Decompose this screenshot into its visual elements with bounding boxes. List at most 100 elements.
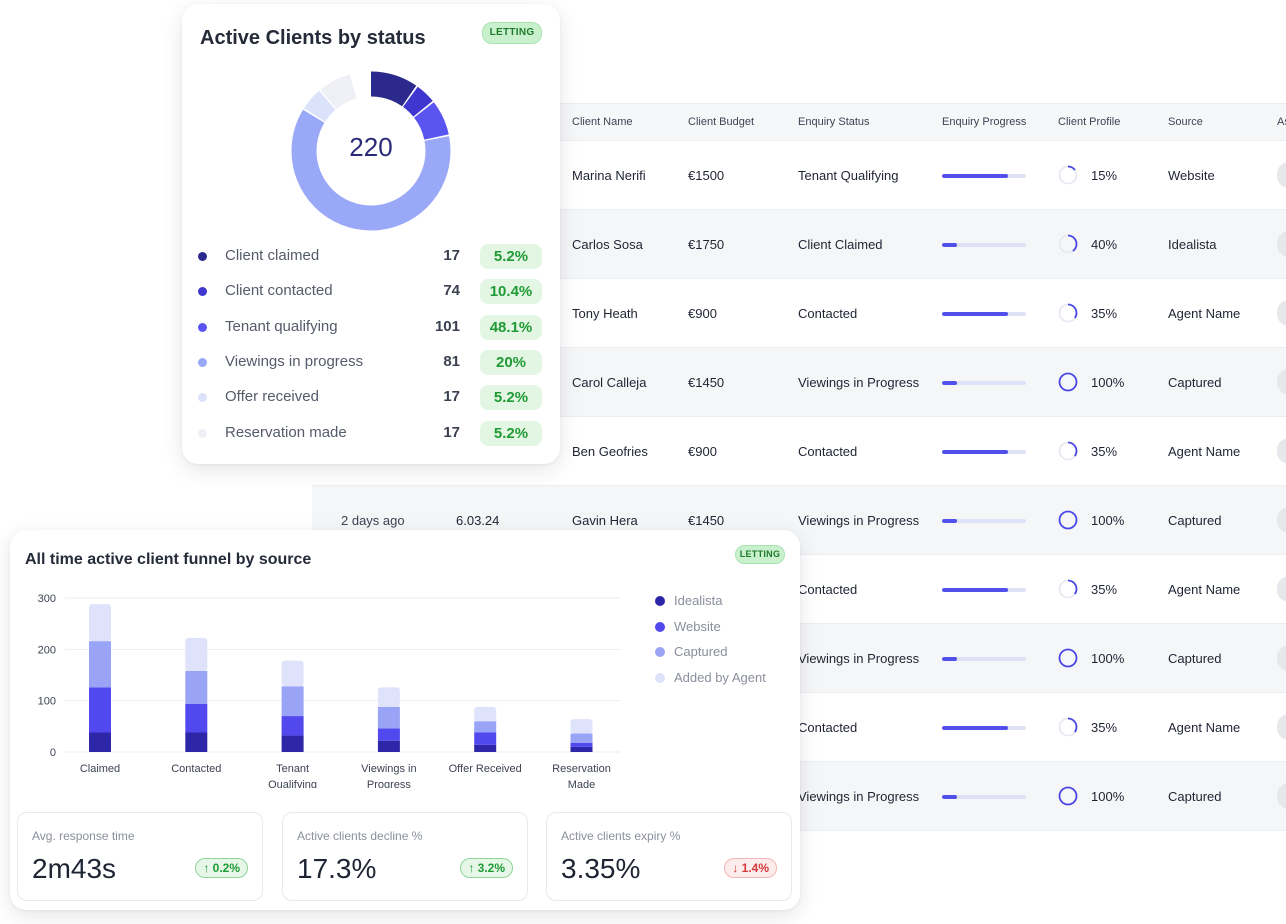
legend-percent-badge: 5.2% [480,420,542,446]
column-header-enquiry-status[interactable]: Enquiry Status [798,116,870,128]
legend-label: Reservation made [225,423,347,441]
legend-dot [655,647,665,657]
status-legend-item: Client contacted 74 10.4% [198,279,544,305]
cell-source: Agent Name [1168,306,1241,321]
bar-segment-added-by-agent [89,604,111,642]
enquiry-progress-bar [942,588,1026,592]
profile-progress-arc [1058,579,1078,599]
bar-segment-captured [281,686,304,717]
bar-segment-added-by-agent [570,719,593,734]
kpi-delta-badge: ↑ 0.2% [195,858,248,878]
profile-progress-arc [1058,717,1078,737]
cell-source: Agent Name [1168,444,1241,459]
cell-enquiry-status: Contacted [798,720,858,735]
bar-segment-captured [570,733,593,743]
assignee-avatar[interactable] [1277,783,1286,809]
progress-fill [942,243,958,247]
assignee-avatar[interactable] [1277,300,1286,326]
column-header-client-budget[interactable]: Client Budget [688,116,755,128]
profile-progress-ring [1058,510,1078,530]
cell-enquiry-status: Viewings in Progress [798,513,920,528]
funnel-legend-item: Captured [655,643,795,663]
progress-fill [942,450,1008,454]
x-tick-label: Progress [367,779,412,788]
x-tick-label: Qualifying [268,779,317,788]
profile-progress-ring [1058,717,1078,737]
column-header-enquiry-progress[interactable]: Enquiry Progress [942,116,1027,128]
table-row[interactable]: Ben Geofries €900 Contacted 35% Agent Name [312,417,1286,486]
column-header-client-name[interactable]: Client Name [572,116,633,128]
card-title: Active Clients by status [200,27,426,49]
column-header-source[interactable]: Source [1168,116,1203,128]
x-tick-label: Tenant [276,763,309,775]
cell-enquiry-status: Client Claimed [798,237,883,252]
cell-source: Captured [1168,651,1222,666]
cell-enquiry-status: Contacted [798,582,858,597]
cell-source: Captured [1168,513,1222,528]
donut-segment-client-claimed [291,71,451,231]
kpi-value: 17.3% [297,853,377,884]
assignee-avatar[interactable] [1277,231,1286,257]
legend-percent-badge: 5.2% [480,385,542,411]
assignee-avatar[interactable] [1277,369,1286,395]
bar-segment-captured [377,706,400,729]
cell-source: Website [1168,168,1215,183]
cell-client-name: Carol Calleja [572,375,647,390]
cell-source: Agent Name [1168,720,1241,735]
cell-client-profile: 35% [1091,720,1118,735]
bar-segment-captured [185,670,208,704]
cell-added: 2 days ago [341,513,405,528]
assignee-avatar[interactable] [1277,576,1286,602]
enquiry-progress-bar [942,519,1026,523]
funnel-bar-chart: 0 100 200 300 Claimed Contacted Tenant Qualifyi… [38,593,620,788]
cell-client-profile: 100% [1091,789,1125,804]
legend-dot [198,287,207,297]
bar-segment-idealista [377,740,400,752]
assignee-avatar[interactable] [1277,645,1286,671]
cell-client-profile: 100% [1091,375,1125,390]
status-legend-item: Client claimed 17 5.2% [198,244,544,270]
assignee-avatar[interactable] [1277,438,1286,464]
profile-progress-arc [1058,303,1078,323]
bar-segment-website [474,732,497,745]
profile-progress-arc [1058,648,1078,668]
profile-progress-arc [1058,234,1078,254]
bar-segment-idealista [89,732,111,752]
profile-progress-ring [1058,234,1078,254]
legend-label: Added by Agent [674,669,766,685]
legend-dot [198,252,207,261]
cell-source: Captured [1168,789,1222,804]
legend-dot [655,672,665,683]
bar-segment-website [185,703,208,733]
card-title: All time active client funnel by source [25,551,312,568]
column-header-assigned[interactable]: As [1277,116,1286,128]
profile-progress-arc [1058,441,1078,461]
profile-progress-ring [1058,786,1078,806]
legend-label: Client contacted [225,282,333,300]
cell-enquiry-status: Contacted [798,306,858,321]
assignee-avatar[interactable] [1277,714,1286,740]
table-row[interactable]: Tony Heath €900 Contacted 35% Agent Name [312,279,1286,348]
bar-segment-idealista [185,732,208,752]
assignee-avatar[interactable] [1277,162,1286,188]
kpi-value: 3.35% [561,853,641,884]
kpi-label: Avg. response time [32,829,135,843]
assignee-avatar[interactable] [1277,507,1286,533]
x-tick-label: Viewings in [361,763,416,775]
table-row[interactable]: Marina Nerifi €1500 Tenant Qualifying 15% We… [312,141,1286,210]
bar-segment-added-by-agent [377,687,400,707]
enquiry-progress-bar [942,450,1026,454]
legend-label: Viewings in progress [225,352,364,370]
progress-fill [942,381,958,385]
column-header-client-profile[interactable]: Client Profile [1058,116,1121,128]
cell-client-budget: €1450 [688,513,725,528]
profile-progress-ring [1058,165,1078,185]
cell-client-budget: €900 [688,444,717,459]
kpi-delta-badge: ↓ 1.4% [724,858,777,878]
legend-percent-badge: 48.1% [480,314,542,340]
x-tick-label: Reservation [552,763,611,775]
status-donut-chart [291,71,451,231]
profile-progress-ring [1058,372,1078,392]
enquiry-progress-bar [942,381,1026,385]
legend-label: Idealista [674,593,723,608]
